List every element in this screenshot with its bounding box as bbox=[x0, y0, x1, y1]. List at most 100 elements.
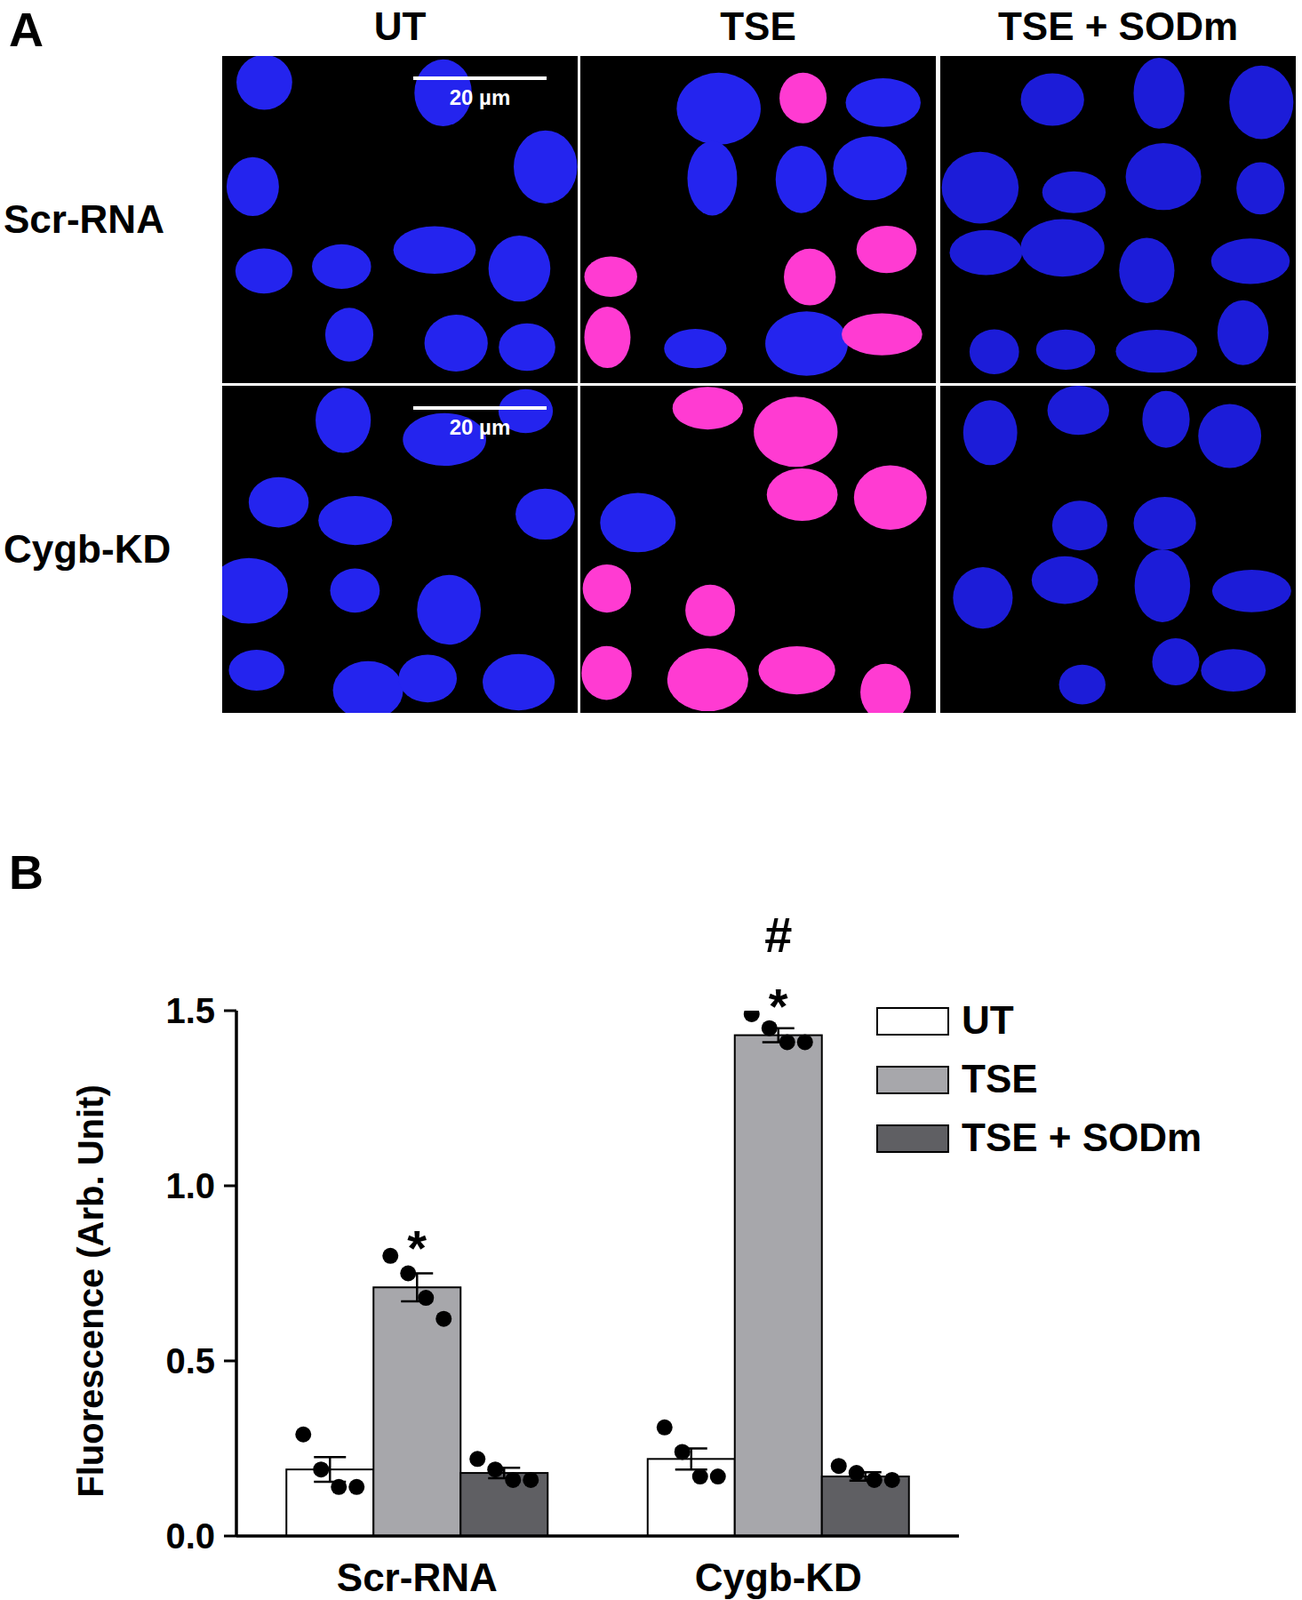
nucleus bbox=[1118, 238, 1175, 304]
nucleus bbox=[676, 72, 761, 145]
image-background bbox=[580, 385, 936, 713]
image-background bbox=[940, 55, 1296, 384]
y-tick-label: 0.0 bbox=[165, 1516, 216, 1556]
significance-marker: * bbox=[768, 977, 789, 1034]
nucleus bbox=[329, 568, 380, 614]
nucleus bbox=[583, 564, 632, 613]
data-point bbox=[848, 1464, 865, 1481]
nucleus bbox=[1115, 329, 1198, 373]
nucleus bbox=[315, 387, 371, 453]
y-tick-label: 0.5 bbox=[165, 1341, 216, 1381]
nucleus bbox=[1031, 556, 1099, 605]
y-tick-label: 1.5 bbox=[165, 990, 216, 1031]
nucleus bbox=[952, 567, 1013, 629]
nucleus bbox=[235, 247, 293, 294]
nucleus bbox=[581, 646, 632, 701]
nucleus bbox=[854, 465, 927, 530]
data-point bbox=[417, 1289, 434, 1306]
nucleus bbox=[1047, 385, 1110, 435]
nucleus bbox=[226, 157, 280, 216]
y-tick bbox=[223, 1009, 237, 1013]
nucleus bbox=[832, 135, 907, 200]
nucleus bbox=[1133, 57, 1184, 129]
plot-area bbox=[286, 1010, 910, 1536]
scale-bar bbox=[413, 76, 547, 80]
scale-bar bbox=[413, 406, 547, 410]
column-label: UT bbox=[374, 4, 427, 48]
nucleus bbox=[856, 225, 918, 273]
data-point bbox=[779, 1033, 796, 1050]
legend-label: TSE bbox=[961, 1056, 1039, 1101]
error-bar bbox=[313, 1456, 346, 1482]
nucleus bbox=[424, 314, 488, 372]
bar bbox=[373, 1286, 461, 1536]
data-point bbox=[522, 1471, 539, 1488]
nucleus bbox=[248, 477, 310, 528]
nucleus bbox=[398, 654, 457, 703]
row-label: Scr-RNA bbox=[3, 197, 165, 241]
bar bbox=[647, 1458, 735, 1536]
nucleus bbox=[482, 654, 555, 711]
data-point bbox=[710, 1468, 727, 1485]
nucleus bbox=[672, 386, 743, 430]
nucleus bbox=[222, 558, 288, 624]
nucleus bbox=[311, 244, 372, 289]
nucleus bbox=[963, 399, 1018, 465]
nucleus bbox=[393, 225, 477, 274]
nucleus bbox=[498, 323, 556, 371]
nucleus bbox=[228, 649, 285, 691]
data-point bbox=[469, 1450, 486, 1467]
nucleus bbox=[1212, 569, 1292, 613]
nucleus bbox=[667, 647, 749, 711]
nucleus bbox=[488, 235, 552, 302]
legend-swatch bbox=[877, 1125, 949, 1152]
y-tick bbox=[223, 1359, 237, 1363]
nucleus bbox=[1036, 329, 1096, 370]
x-axis bbox=[236, 1533, 959, 1538]
nucleus bbox=[1021, 72, 1085, 126]
data-point bbox=[382, 1247, 399, 1264]
nucleus bbox=[753, 396, 838, 467]
nucleus bbox=[663, 328, 727, 368]
nucleus bbox=[779, 72, 827, 124]
scale-bar-label: 20 µm bbox=[449, 85, 512, 110]
data-point bbox=[743, 1010, 760, 1023]
nucleus bbox=[583, 255, 637, 296]
row-label: Cygb-KD bbox=[3, 527, 171, 571]
legend-label: TSE + SODm bbox=[961, 1115, 1202, 1159]
micrograph bbox=[222, 385, 578, 713]
scale-bar-label: 20 µm bbox=[449, 415, 512, 440]
panel-label: A bbox=[8, 2, 44, 56]
image-background bbox=[580, 55, 936, 384]
micrograph bbox=[940, 55, 1296, 384]
nucleus bbox=[1052, 500, 1108, 551]
nucleus bbox=[1042, 171, 1106, 214]
significance-marker: * bbox=[407, 1219, 427, 1276]
column-label: TSE + SODm bbox=[998, 4, 1239, 48]
y-tick bbox=[223, 1184, 237, 1188]
nucleus bbox=[686, 141, 737, 216]
micrograph bbox=[222, 55, 578, 384]
nucleus bbox=[1059, 664, 1106, 705]
nucleus bbox=[515, 488, 576, 540]
nucleus bbox=[583, 306, 631, 368]
data-point bbox=[312, 1461, 329, 1478]
nucleus bbox=[1142, 391, 1190, 448]
data-point bbox=[487, 1461, 504, 1478]
panel-label: B bbox=[8, 845, 44, 899]
y-axis bbox=[234, 1010, 239, 1536]
data-point bbox=[830, 1457, 847, 1474]
legend-swatch bbox=[877, 1066, 949, 1094]
nucleus bbox=[685, 584, 735, 637]
nucleus bbox=[758, 646, 835, 695]
nucleus bbox=[1134, 549, 1191, 623]
nucleus bbox=[416, 575, 481, 646]
significance-marker: # bbox=[764, 906, 792, 963]
data-point bbox=[435, 1310, 452, 1327]
nucleus bbox=[1200, 648, 1266, 692]
nucleus bbox=[949, 230, 1023, 276]
data-point bbox=[348, 1478, 365, 1495]
nucleus bbox=[1229, 65, 1294, 140]
nucleus bbox=[766, 468, 839, 521]
data-point bbox=[797, 1033, 814, 1050]
